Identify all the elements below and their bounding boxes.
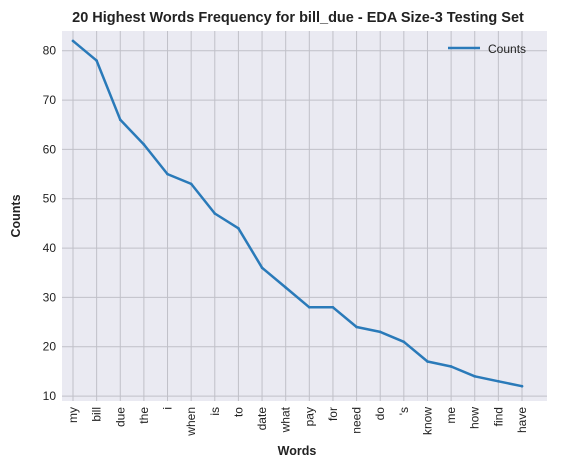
x-tick-label: due [113, 407, 127, 427]
x-tick-label: know [420, 407, 434, 435]
data-point [449, 365, 453, 368]
y-tick-label: 40 [43, 241, 57, 255]
data-point [308, 305, 311, 309]
plot-area [62, 31, 547, 401]
legend-label-counts: Counts [488, 42, 526, 56]
x-tick-label: need [350, 407, 364, 434]
series-layer [71, 39, 524, 388]
data-point [284, 286, 287, 289]
x-tick-label: pay [302, 407, 316, 426]
data-point [95, 59, 98, 62]
x-tick-label: me [444, 407, 458, 424]
data-point [402, 340, 406, 344]
data-point [473, 375, 477, 378]
data-point [426, 360, 429, 363]
y-tick-label: 80 [43, 44, 57, 58]
data-point [166, 172, 169, 176]
y-axis-label: Counts [9, 194, 23, 237]
y-tick-label: 20 [43, 340, 57, 354]
data-point [520, 384, 524, 388]
y-axis-ticks: 10 20 30 40 50 60 70 80 [43, 44, 57, 403]
data-point [378, 330, 382, 334]
data-point [331, 305, 335, 309]
data-point [142, 143, 146, 146]
y-tick-label: 30 [43, 290, 57, 304]
y-tick-label: 50 [43, 192, 57, 206]
x-tick-label: i [161, 407, 175, 410]
x-tick-label: for [326, 407, 340, 421]
x-tick-label: bill [90, 407, 104, 422]
x-tick-label: the [137, 407, 151, 424]
grid-lines [62, 31, 547, 401]
y-tick-label: 10 [43, 389, 57, 403]
series-line-counts [71, 39, 524, 388]
x-axis-ticks: my bill due the i when is to date what pay for need d… [66, 406, 529, 436]
data-point [118, 118, 122, 122]
data-point [71, 39, 75, 43]
x-tick-label: find [491, 407, 505, 426]
x-tick-label: date [255, 407, 269, 431]
legend: Counts [448, 42, 526, 56]
y-tick-label: 70 [43, 93, 57, 107]
x-tick-label: what [279, 406, 293, 433]
x-tick-label: is [208, 407, 222, 416]
data-point [189, 182, 193, 186]
y-tick-label: 60 [43, 142, 57, 156]
x-tick-label: when [184, 407, 198, 437]
x-tick-label: my [66, 407, 80, 423]
data-point [213, 212, 217, 215]
data-point [260, 266, 264, 270]
data-point [355, 325, 358, 329]
data-point [237, 227, 240, 230]
x-tick-label: 's [397, 407, 411, 415]
x-tick-label: have [515, 407, 529, 433]
data-point [497, 379, 500, 383]
x-tick-label: to [231, 407, 245, 417]
x-tick-label: do [373, 407, 387, 421]
chart-title: 20 Highest Words Frequency for bill_due … [72, 10, 524, 26]
x-tick-label: how [468, 407, 482, 429]
x-axis-label: Words [278, 444, 317, 458]
